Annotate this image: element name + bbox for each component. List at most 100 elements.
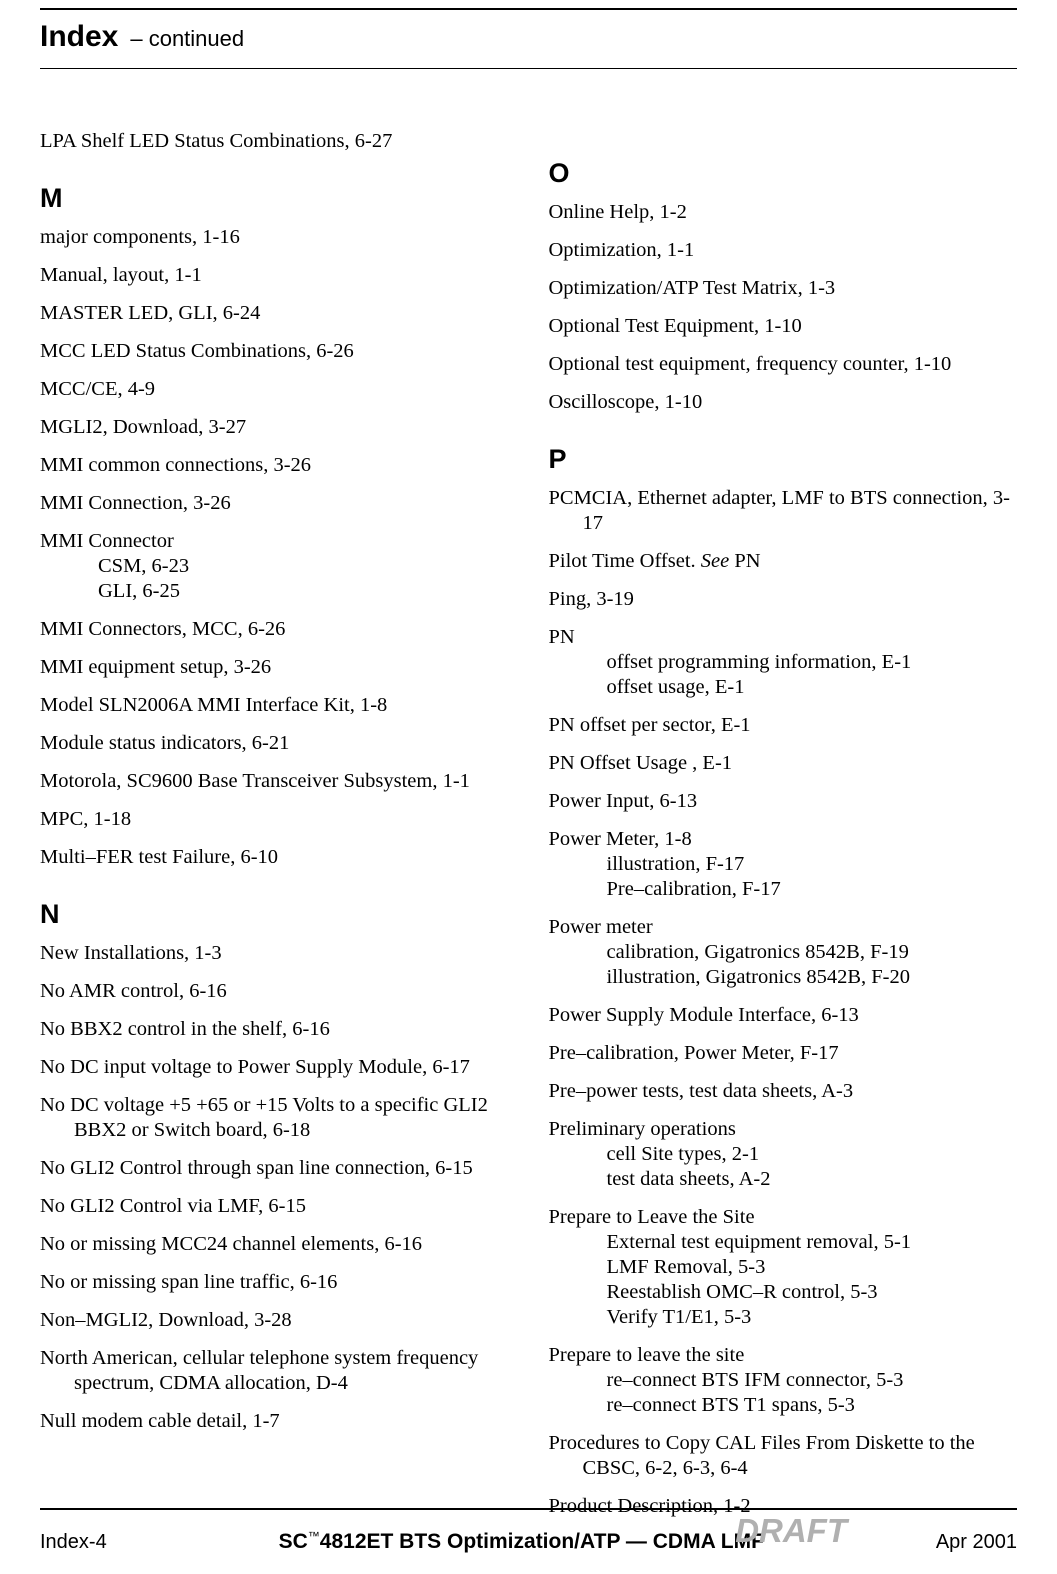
index-entry-text: Optimization, 1-1	[549, 239, 695, 261]
index-entry: MMI Connectors, MCC, 6-26	[40, 617, 509, 642]
index-entry-text: major components, 1-16	[40, 226, 240, 248]
index-entry: Power Meter, 1-8illustration, F-17Pre–ca…	[549, 827, 1018, 902]
index-entry-text: No GLI2 Control via LMF, 6-15	[40, 1195, 306, 1217]
index-subentry: GLI, 6-25	[74, 579, 509, 604]
index-entry-text: Manual, layout, 1-1	[40, 264, 202, 286]
index-entry: Prepare to Leave the SiteExternal test e…	[549, 1205, 1018, 1330]
index-entry-text: Optimization/ATP Test Matrix, 1-3	[549, 277, 836, 299]
index-entry-text: MCC LED Status Combinations, 6-26	[40, 340, 354, 362]
index-subentry: calibration, Gigatronics 8542B, F-19	[583, 940, 1018, 965]
index-entry: Model SLN2006A MMI Interface Kit, 1-8	[40, 693, 509, 718]
index-subentry: External test equipment removal, 5-1	[583, 1230, 1018, 1255]
draft-watermark: DRAFT	[735, 1512, 847, 1550]
index-entry-text: Pre–power tests, test data sheets, A-3	[549, 1080, 854, 1102]
index-entry: Oscilloscope, 1-10	[549, 390, 1018, 415]
index-entry-text: Optional test equipment, frequency count…	[549, 353, 952, 375]
index-entry-text: North American, cellular telephone syste…	[40, 1347, 478, 1394]
index-entry: Optimization, 1-1	[549, 238, 1018, 263]
index-subentry: re–connect BTS IFM connector, 5-3	[583, 1368, 1018, 1393]
footer-date: Apr 2001	[936, 1531, 1017, 1554]
index-entry-text: Module status indicators, 6-21	[40, 732, 289, 754]
index-entry: MMI Connection, 3-26	[40, 491, 509, 516]
index-subentry: re–connect BTS T1 spans, 5-3	[583, 1393, 1018, 1418]
index-entry-text: Prepare to leave the site	[549, 1344, 745, 1366]
index-entry-text: No or missing MCC24 channel elements, 6-…	[40, 1233, 422, 1255]
index-entry-text: MMI Connection, 3-26	[40, 492, 231, 514]
index-entry-text: No GLI2 Control through span line connec…	[40, 1157, 473, 1179]
index-entry-text: No BBX2 control in the shelf, 6-16	[40, 1018, 330, 1040]
index-entry: No DC input voltage to Power Supply Modu…	[40, 1055, 509, 1080]
index-entry: PN Offset Usage , E-1	[549, 751, 1018, 776]
index-entry: MGLI2, Download, 3-27	[40, 415, 509, 440]
index-entry: MPC, 1-18	[40, 807, 509, 832]
index-entry: Multi–FER test Failure, 6-10	[40, 845, 509, 870]
index-entry: Optional Test Equipment, 1-10	[549, 314, 1018, 339]
index-entry-text: MPC, 1-18	[40, 808, 131, 830]
index-letter-heading: N	[40, 898, 509, 931]
index-entry: Preliminary operationscell Site types, 2…	[549, 1117, 1018, 1192]
index-entry-text: PN Offset Usage , E-1	[549, 752, 733, 774]
index-entry-text: Power Supply Module Interface, 6-13	[549, 1004, 859, 1026]
index-subentry: test data sheets, A-2	[583, 1167, 1018, 1192]
index-entry-text: LPA Shelf LED Status Combinations, 6-27	[40, 130, 392, 152]
index-entry: MMI common connections, 3-26	[40, 453, 509, 478]
index-entry-text: MMI common connections, 3-26	[40, 454, 311, 476]
index-entry: Prepare to leave the sitere–connect BTS …	[549, 1343, 1018, 1418]
footer-rule	[40, 1508, 1017, 1510]
footer-center-pre: SC	[279, 1530, 308, 1553]
index-entry-text: MMI Connector	[40, 530, 174, 552]
index-entry-text: PN	[549, 626, 575, 648]
page-footer: Index-4 SC™4812ET BTS Optimization/ATP —…	[40, 1529, 1017, 1554]
index-entry: Module status indicators, 6-21	[40, 731, 509, 756]
index-entry: No GLI2 Control through span line connec…	[40, 1156, 509, 1181]
index-entry-text: PCMCIA, Ethernet adapter, LMF to BTS con…	[549, 487, 1011, 534]
index-columns: LPA Shelf LED Status Combinations, 6-27 M…	[40, 129, 1017, 1532]
index-subentry: CSM, 6-23	[74, 554, 509, 579]
index-entry: Pre–power tests, test data sheets, A-3	[549, 1079, 1018, 1104]
index-entry: No or missing span line traffic, 6-16	[40, 1270, 509, 1295]
running-header: Index – continued	[40, 10, 1017, 68]
index-subentry: illustration, Gigatronics 8542B, F-20	[583, 965, 1018, 990]
index-entry-text: Power meter	[549, 916, 653, 938]
index-entry: Null modem cable detail, 1-7	[40, 1409, 509, 1434]
index-entry-text: MGLI2, Download, 3-27	[40, 416, 246, 438]
index-subentry: offset programming information, E-1	[583, 650, 1018, 675]
index-entry-text: Model SLN2006A MMI Interface Kit, 1-8	[40, 694, 387, 716]
index-entry: major components, 1-16	[40, 225, 509, 250]
header-title: Index	[40, 20, 118, 53]
index-entry: Optimization/ATP Test Matrix, 1-3	[549, 276, 1018, 301]
index-entry: Power Input, 6-13	[549, 789, 1018, 814]
index-entry: Manual, layout, 1-1	[40, 263, 509, 288]
index-letter-heading: P	[549, 443, 1018, 476]
index-entry-text: No AMR control, 6-16	[40, 980, 227, 1002]
index-entry-text: MCC/CE, 4-9	[40, 378, 155, 400]
index-entry: Non–MGLI2, Download, 3-28	[40, 1308, 509, 1333]
index-entry: MMI ConnectorCSM, 6-23GLI, 6-25	[40, 529, 509, 604]
index-entry-italic: See	[701, 550, 729, 572]
index-entry-text: MMI equipment setup, 3-26	[40, 656, 271, 678]
index-entry-text: MMI Connectors, MCC, 6-26	[40, 618, 285, 640]
index-entry: Procedures to Copy CAL Files From Disket…	[549, 1431, 1018, 1481]
index-entry: MASTER LED, GLI, 6-24	[40, 301, 509, 326]
index-entry: No BBX2 control in the shelf, 6-16	[40, 1017, 509, 1042]
index-subentry: LMF Removal, 5-3	[583, 1255, 1018, 1280]
index-entry: Ping, 3-19	[549, 587, 1018, 612]
index-entry: PCMCIA, Ethernet adapter, LMF to BTS con…	[549, 486, 1018, 536]
index-entry-text: No DC voltage +5 +65 or +15 Volts to a s…	[40, 1094, 488, 1141]
header-subtitle: – continued	[130, 26, 244, 51]
index-entry-text: Pilot Time Offset. See PN	[549, 550, 761, 572]
index-entry-text: Power Input, 6-13	[549, 790, 698, 812]
index-entry-text: MASTER LED, GLI, 6-24	[40, 302, 260, 324]
index-entry: LPA Shelf LED Status Combinations, 6-27	[40, 129, 509, 154]
index-entry: Motorola, SC9600 Base Transceiver Subsys…	[40, 769, 509, 794]
index-entry-text: Non–MGLI2, Download, 3-28	[40, 1309, 292, 1331]
index-subentry: Verify T1/E1, 5-3	[583, 1305, 1018, 1330]
index-entry: No or missing MCC24 channel elements, 6-…	[40, 1232, 509, 1257]
index-entry-text: PN offset per sector, E-1	[549, 714, 751, 736]
index-entry-text: Prepare to Leave the Site	[549, 1206, 755, 1228]
index-subentry: Pre–calibration, F-17	[583, 877, 1018, 902]
index-entry-text: Procedures to Copy CAL Files From Disket…	[549, 1432, 975, 1479]
index-entry: PNoffset programming information, E-1off…	[549, 625, 1018, 700]
index-entry-text: Power Meter, 1-8	[549, 828, 692, 850]
index-entry-text: No or missing span line traffic, 6-16	[40, 1271, 337, 1293]
